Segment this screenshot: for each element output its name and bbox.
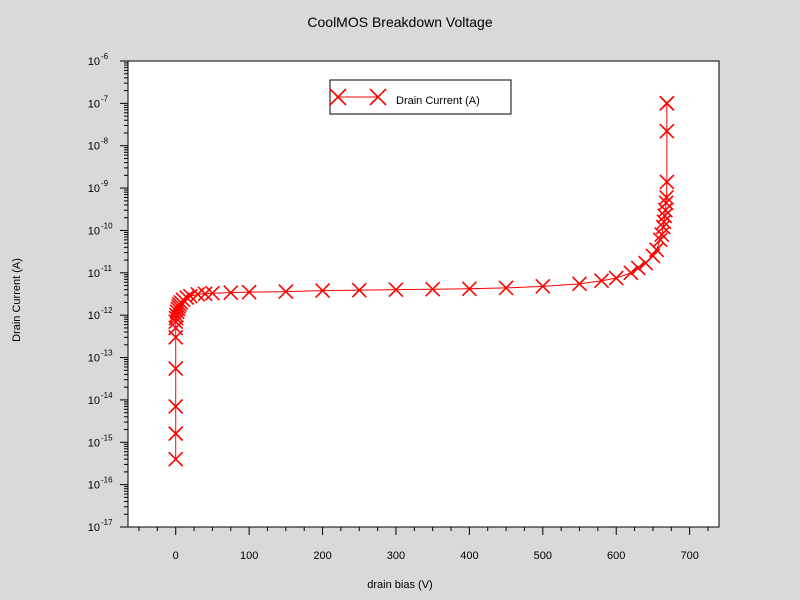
y-tick-label: 10 — [88, 183, 100, 195]
data-point — [658, 189, 675, 206]
data-point — [461, 281, 477, 297]
y-tick-exponent: -7 — [101, 94, 109, 103]
data-point — [659, 123, 675, 139]
y-tick-label: 10 — [88, 437, 100, 449]
x-tick-label: 600 — [607, 550, 625, 562]
data-point — [241, 284, 257, 300]
x-tick-label: 200 — [313, 550, 331, 562]
data-point — [623, 265, 639, 281]
data-point — [168, 398, 184, 415]
data-point — [197, 286, 213, 302]
x-axis-label: drain bias (V) — [367, 579, 432, 591]
y-tick-label: 10 — [88, 225, 100, 237]
data-point — [223, 285, 239, 301]
data-point — [179, 290, 195, 306]
data-point — [652, 232, 668, 248]
y-tick-exponent: -13 — [101, 349, 113, 358]
data-point — [168, 426, 184, 442]
data-point — [168, 310, 184, 326]
legend-marker-icon — [329, 88, 387, 106]
y-tick-exponent: -9 — [101, 179, 109, 188]
y-tick-exponent: -16 — [101, 476, 113, 485]
y-tick-label: 10 — [88, 268, 100, 280]
data-point — [168, 451, 184, 467]
y-tick-exponent: -11 — [101, 264, 113, 273]
data-point — [659, 174, 675, 190]
data-point — [190, 286, 206, 302]
x-tick-label: 300 — [387, 550, 405, 562]
x-tick-label: 500 — [534, 550, 552, 562]
data-point — [175, 292, 191, 308]
data-point — [168, 360, 184, 377]
x-tick-label: 0 — [173, 550, 179, 562]
y-tick-exponent: -8 — [101, 137, 109, 146]
data-point — [535, 278, 551, 294]
y-tick-label: 10 — [88, 98, 100, 110]
data-point — [388, 282, 404, 298]
y-tick-exponent: -17 — [101, 518, 113, 527]
chart-title: CoolMOS Breakdown Voltage — [307, 14, 492, 30]
legend: Drain Current (A) — [329, 79, 512, 115]
data-point — [608, 270, 624, 286]
y-tick-exponent: -10 — [101, 221, 113, 230]
data-point — [659, 95, 675, 111]
x-tick-label: 100 — [240, 550, 258, 562]
data-point — [649, 242, 665, 258]
data-point — [168, 307, 185, 323]
data-point — [657, 202, 673, 218]
data-point — [351, 282, 367, 298]
y-tick-label: 10 — [88, 310, 100, 322]
x-tick-label: 700 — [680, 550, 698, 562]
x-axis: 0 100 200 300 400 500 600 700 — [138, 527, 709, 562]
series-layer — [168, 95, 675, 467]
data-point — [571, 276, 588, 292]
data-point — [498, 280, 514, 296]
plot-area — [127, 60, 720, 528]
data-point — [204, 285, 220, 301]
data-point — [425, 281, 441, 297]
legend-label: Drain Current (A) — [396, 95, 480, 107]
x-tick-label: 400 — [460, 550, 478, 562]
data-point — [278, 284, 294, 300]
y-tick-exponent: -12 — [101, 306, 113, 315]
data-point — [630, 260, 646, 276]
y-tick-exponent: -6 — [101, 52, 109, 61]
data-point — [658, 195, 674, 211]
y-tick-label: 10 — [88, 480, 100, 492]
y-tick-label: 10 — [88, 56, 100, 68]
data-point — [593, 273, 610, 289]
y-tick-exponent: -14 — [101, 391, 113, 400]
y-tick-label: 10 — [88, 353, 100, 365]
y-tick-label: 10 — [88, 141, 100, 153]
data-point — [314, 283, 331, 299]
data-point — [657, 208, 673, 224]
y-axis-label: Drain Current (A) — [11, 258, 23, 342]
y-tick-label: 10 — [88, 522, 100, 534]
y-tick-exponent: -15 — [101, 433, 113, 442]
y-tick-label: 10 — [88, 395, 100, 407]
